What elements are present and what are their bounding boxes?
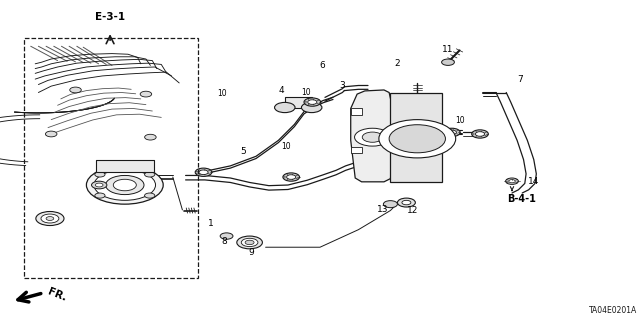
Circle shape <box>41 214 59 223</box>
Circle shape <box>283 173 300 181</box>
Circle shape <box>46 217 54 220</box>
Circle shape <box>275 102 295 113</box>
Circle shape <box>506 178 518 184</box>
Circle shape <box>402 200 411 205</box>
Text: B-4-1: B-4-1 <box>507 194 536 204</box>
Text: 10: 10 <box>217 89 227 98</box>
Circle shape <box>86 166 163 204</box>
Circle shape <box>195 168 212 176</box>
Bar <box>390 93 442 182</box>
Bar <box>285 97 312 108</box>
Circle shape <box>237 236 262 249</box>
Circle shape <box>92 181 107 189</box>
Circle shape <box>447 130 456 135</box>
Text: 5: 5 <box>241 147 246 156</box>
Text: 2: 2 <box>394 59 399 68</box>
Text: 6: 6 <box>319 61 324 70</box>
Circle shape <box>397 198 415 207</box>
Circle shape <box>362 132 383 142</box>
Circle shape <box>389 125 445 153</box>
Circle shape <box>94 170 156 200</box>
Text: 10: 10 <box>301 88 311 97</box>
Bar <box>351 108 362 115</box>
Circle shape <box>36 211 64 226</box>
Circle shape <box>472 130 488 138</box>
Text: 10: 10 <box>454 116 465 125</box>
Circle shape <box>113 179 136 191</box>
Circle shape <box>355 128 390 146</box>
Text: 11: 11 <box>442 45 454 54</box>
Circle shape <box>45 131 57 137</box>
Circle shape <box>106 175 144 195</box>
Circle shape <box>308 100 317 104</box>
Text: FR.: FR. <box>47 286 68 303</box>
Circle shape <box>70 87 81 93</box>
Text: E-3-1: E-3-1 <box>95 11 125 22</box>
Bar <box>24 38 198 278</box>
Circle shape <box>476 132 484 136</box>
Circle shape <box>383 201 397 208</box>
Polygon shape <box>351 90 397 182</box>
Circle shape <box>95 183 103 187</box>
Bar <box>351 147 362 153</box>
Circle shape <box>444 128 460 137</box>
Text: 14: 14 <box>528 177 540 186</box>
Circle shape <box>442 59 454 65</box>
Text: 1: 1 <box>209 219 214 228</box>
Text: 12: 12 <box>407 206 419 215</box>
Circle shape <box>301 102 322 113</box>
Circle shape <box>95 193 105 198</box>
Text: TA04E0201A: TA04E0201A <box>589 306 637 315</box>
Circle shape <box>220 233 233 239</box>
Text: 3: 3 <box>340 81 345 90</box>
Circle shape <box>95 172 105 177</box>
Circle shape <box>287 175 296 179</box>
Text: 9: 9 <box>248 248 253 257</box>
Text: 10: 10 <box>281 142 291 151</box>
Circle shape <box>509 180 515 183</box>
Circle shape <box>140 91 152 97</box>
Circle shape <box>304 98 321 106</box>
Circle shape <box>145 172 155 177</box>
Text: 4: 4 <box>279 86 284 95</box>
Bar <box>96 160 154 172</box>
Circle shape <box>379 120 456 158</box>
Text: 7: 7 <box>517 75 522 84</box>
Circle shape <box>199 170 208 174</box>
Circle shape <box>145 193 155 198</box>
Circle shape <box>245 240 254 245</box>
Circle shape <box>241 238 258 247</box>
Circle shape <box>145 134 156 140</box>
Text: 13: 13 <box>377 205 388 214</box>
Text: 8: 8 <box>221 237 227 246</box>
